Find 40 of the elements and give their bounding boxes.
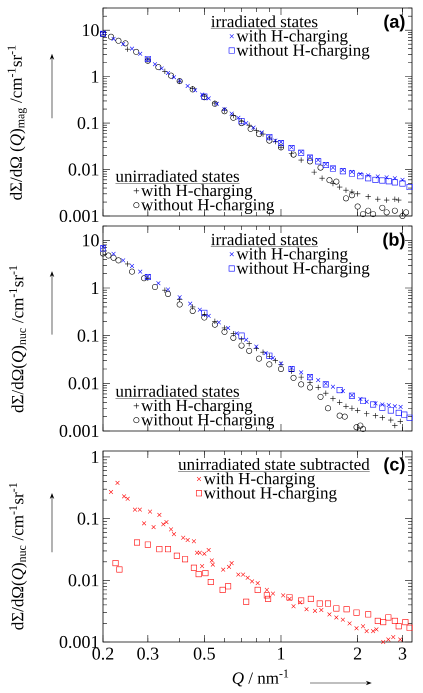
y-tick-label: 0.01 [68,377,98,390]
legend-label: with H-charging [141,399,252,415]
y-tick-label: 0.1 [78,512,98,525]
y-tick-label: 0.01 [68,574,98,586]
y-tick-label: 0.001 [60,424,98,438]
y-tick-label: 1 [92,451,98,463]
legend-title: unirradiated state subtracted [178,458,370,470]
x-tick-label: 3 [398,648,406,660]
y-axis-title: dΣ/dΩ (Q)$_{mag}$ /cm$^{-1}$sr$^{-1}$ [8,46,27,200]
annotation: (c) [384,457,404,474]
legend-label: without H-charging [141,414,274,429]
y-tick-label: 1 [92,70,98,83]
legend-label: without H-charging [236,262,370,278]
y-tick-label: 10 [83,234,99,246]
y-tick-label: 10 [83,24,99,36]
x-tick-label: 0.5 [194,648,215,660]
legend-label: with H-charging [141,184,252,200]
annotation: irradiated states [211,15,318,28]
x-tick-label: 1 [278,648,284,660]
y-tick-label: 0.001 [60,636,98,648]
legend-label: without H-charging [236,44,370,60]
legend-label: with H-charging [204,472,315,488]
legend-title: unirradiated states [116,384,240,397]
x-tick-label: 0.3 [137,648,158,660]
y-tick-label: 0.01 [68,163,98,176]
y-axis-title: dΣ/dΩ(Q)$_{nuc}$ /cm$^{-1}$sr$^{-1}$ [9,483,27,630]
x-tick-label: 0.2 [92,648,114,660]
y-tick-label: 0.001 [60,210,98,222]
y-axis-title: dΣ/dΩ(Q)$_{nuc}$ /cm$^{-1}$sr$^{-1}$ [9,266,27,412]
y-tick-label: 0.1 [78,116,98,130]
annotation: (b) [383,232,404,250]
legend-title: unirradiated states [116,170,240,182]
legend-label: without H-charging [204,486,337,502]
legend-label: without H-charging [141,198,274,214]
y-tick-label: 1 [92,282,98,294]
annotation: (a) [384,14,404,32]
y-tick-label: 0.1 [78,330,98,342]
x-axis-title: Q / nm$^{-1}$ [232,670,288,686]
x-tick-label: 2 [354,648,362,660]
annotation: irradiated states [211,233,318,246]
